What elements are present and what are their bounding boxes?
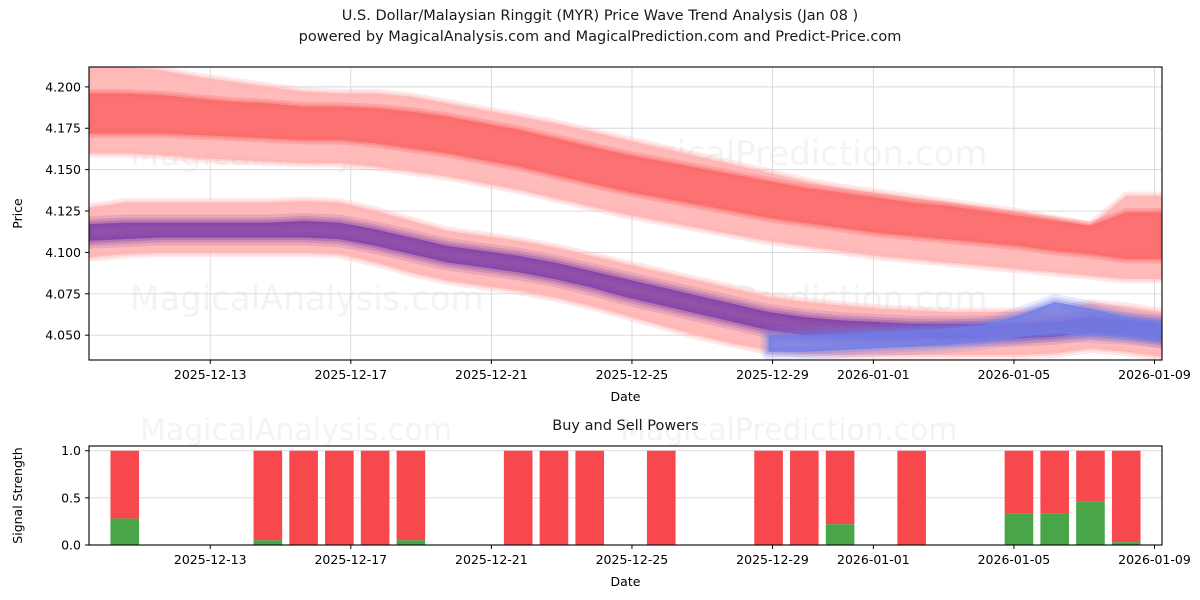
watermark-text: MagicalAnalysis.com bbox=[130, 279, 484, 319]
bar-buy-segment bbox=[396, 540, 426, 545]
x-tick-label: 2025-12-17 bbox=[314, 367, 387, 382]
y-tick-label: 4.050 bbox=[45, 328, 81, 343]
y-tick-label: 4.200 bbox=[45, 79, 81, 94]
bar-buy-segment bbox=[825, 524, 855, 545]
bar-sell-segment bbox=[503, 450, 533, 545]
bar-sell-segment bbox=[110, 450, 140, 519]
wave-band bbox=[89, 93, 1162, 260]
bar-sell-segment bbox=[754, 450, 783, 545]
x-tick-label: 2025-12-13 bbox=[174, 367, 247, 382]
price-x-axis-label: Date bbox=[611, 389, 641, 404]
x-tick-label: 2026-01-05 bbox=[978, 367, 1051, 382]
y-tick-label: 4.175 bbox=[45, 121, 81, 136]
bar-sell-segment bbox=[790, 450, 819, 545]
bar-chart-title: Buy and Sell Powers bbox=[552, 418, 698, 434]
bar-sell-segment bbox=[253, 450, 283, 541]
bar-sell-segment bbox=[825, 450, 855, 525]
y-tick-label: 4.150 bbox=[45, 162, 81, 177]
bar-axis: 0.0 0.5 1.0 2025-12-13 2025-12-17 2025-12-21 2… bbox=[10, 443, 1191, 589]
x-tick-label: 2025-12-29 bbox=[736, 367, 809, 382]
x-tick-label: 2025-12-21 bbox=[455, 552, 528, 567]
title-line-2: powered by MagicalAnalysis.com and Magic… bbox=[298, 29, 902, 45]
buy-sell-bars bbox=[110, 450, 1141, 545]
y-tick-label: 0.5 bbox=[61, 490, 81, 505]
title-line-1: U.S. Dollar/Malaysian Ringgit (MYR) Pric… bbox=[341, 8, 859, 24]
watermark-layer-bars: MagicalAnalysis.com MagicalPrediction.com bbox=[140, 413, 958, 448]
x-tick-label: 2025-12-25 bbox=[596, 367, 669, 382]
y-tick-label: 4.125 bbox=[45, 204, 81, 219]
x-tick-label: 2026-01-01 bbox=[837, 367, 910, 382]
watermark-text: MagicalAnalysis.com bbox=[140, 413, 452, 448]
bar-sell-segment bbox=[1076, 450, 1105, 502]
wave-band bbox=[768, 302, 1162, 352]
bar-x-axis-label: Date bbox=[611, 574, 641, 589]
bar-y-axis-label: Signal Strength bbox=[10, 447, 25, 543]
bar-buy-segment bbox=[1040, 513, 1069, 545]
bar-sell-segment bbox=[1004, 450, 1034, 514]
price-plot-frame bbox=[88, 66, 1163, 361]
bar-buy-segment bbox=[1111, 542, 1141, 545]
y-tick-label: 4.075 bbox=[45, 286, 81, 301]
bar-buy-segment bbox=[253, 540, 283, 545]
bar-plot-frame bbox=[88, 445, 1163, 546]
y-tick-label: 0.0 bbox=[61, 538, 81, 553]
watermark-text: MagicalPrediction.com bbox=[620, 413, 958, 448]
bar-sell-segment bbox=[646, 450, 676, 545]
bar-buy-segment bbox=[110, 518, 140, 545]
x-tick-label: 2025-12-13 bbox=[174, 552, 247, 567]
x-tick-label: 2025-12-21 bbox=[455, 367, 528, 382]
bar-sell-segment bbox=[289, 450, 318, 545]
bar-buy-segment bbox=[1004, 513, 1034, 545]
x-tick-label: 2025-12-17 bbox=[314, 552, 387, 567]
x-tick-label: 2026-01-05 bbox=[978, 552, 1051, 567]
x-tick-label: 2026-01-09 bbox=[1118, 552, 1191, 567]
bar-sell-segment bbox=[1111, 450, 1141, 543]
page-title: U.S. Dollar/Malaysian Ringgit (MYR) Pric… bbox=[0, 6, 1200, 48]
wave-band bbox=[89, 220, 1162, 341]
bar-sell-segment bbox=[1040, 450, 1069, 514]
bar-sell-segment bbox=[360, 450, 390, 545]
bar-sell-segment bbox=[897, 450, 926, 545]
bar-sell-segment bbox=[396, 450, 426, 541]
bar-buy-segment bbox=[1076, 501, 1105, 545]
x-tick-label: 2026-01-01 bbox=[837, 552, 910, 567]
bar-sell-segment bbox=[539, 450, 569, 545]
x-tick-label: 2025-12-29 bbox=[736, 552, 809, 567]
bar-sell-segment bbox=[325, 450, 354, 545]
bar-gridlines bbox=[89, 450, 1162, 546]
price-y-axis-label: Price bbox=[10, 198, 25, 229]
y-tick-label: 1.0 bbox=[61, 443, 81, 458]
y-tick-label: 4.100 bbox=[45, 245, 81, 260]
price-wave-bands bbox=[89, 67, 1162, 360]
x-tick-label: 2025-12-25 bbox=[596, 552, 669, 567]
x-tick-label: 2026-01-09 bbox=[1118, 367, 1191, 382]
price-axis: 4.050 4.075 4.100 4.125 4.150 4.175 4.200 2025-… bbox=[10, 79, 1191, 404]
bar-sell-segment bbox=[575, 450, 605, 545]
